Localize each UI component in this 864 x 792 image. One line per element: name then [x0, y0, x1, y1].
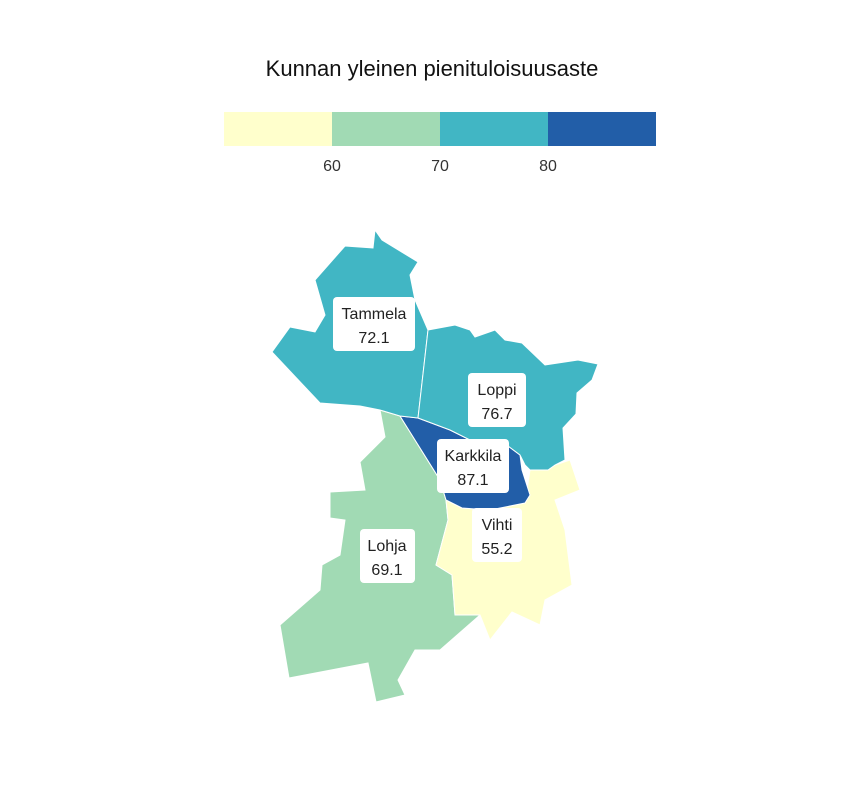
legend-tick-60: 60	[323, 158, 341, 175]
label-vihti-box	[472, 508, 522, 562]
label-lohja-box	[360, 529, 415, 583]
label-vihti: Vihti 55.2	[472, 508, 522, 562]
legend-tick-70: 70	[431, 158, 449, 175]
label-lohja-value: 69.1	[371, 562, 402, 579]
legend-bin-4	[548, 112, 656, 146]
label-tammela-box	[333, 297, 415, 351]
label-karkkila-box	[437, 439, 509, 493]
legend-bin-2	[332, 112, 440, 146]
label-karkkila: Karkkila 87.1	[437, 439, 509, 493]
legend-bin-1	[224, 112, 332, 146]
label-loppi: Loppi 76.7	[468, 373, 526, 427]
label-tammela: Tammela 72.1	[333, 297, 415, 351]
region-labels: Tammela 72.1 Loppi 76.7 Karkkila 87.1 Vi…	[333, 297, 526, 583]
label-tammela-name: Tammela	[342, 306, 407, 323]
label-loppi-box	[468, 373, 526, 427]
label-karkkila-name: Karkkila	[445, 448, 502, 465]
label-karkkila-value: 87.1	[457, 472, 488, 489]
label-loppi-name: Loppi	[477, 382, 516, 399]
label-vihti-value: 55.2	[481, 541, 512, 558]
legend: 60 70 80	[224, 112, 656, 175]
legend-tick-80: 80	[539, 158, 557, 175]
legend-bin-3	[440, 112, 548, 146]
label-tammela-value: 72.1	[358, 330, 389, 347]
regions	[271, 228, 599, 703]
label-loppi-value: 76.7	[481, 406, 512, 423]
map-title: Kunnan yleinen pienituloisuusaste	[265, 56, 599, 81]
label-lohja: Lohja 69.1	[360, 529, 415, 583]
label-lohja-name: Lohja	[367, 538, 406, 555]
label-vihti-name: Vihti	[482, 517, 513, 534]
